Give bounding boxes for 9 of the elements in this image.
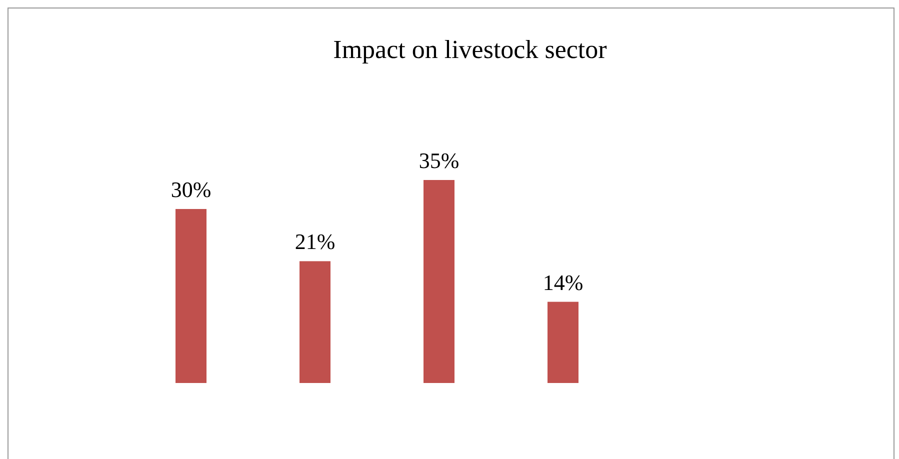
data-label: 35%	[418, 148, 460, 173]
data-label: 30%	[170, 177, 212, 202]
bar	[548, 302, 578, 383]
bar	[424, 180, 454, 383]
data-label: 14%	[542, 270, 584, 295]
bar	[176, 209, 206, 383]
bar	[300, 261, 330, 383]
chart-title: Impact on livestock sector	[333, 35, 608, 64]
data-label: 21%	[294, 229, 336, 254]
